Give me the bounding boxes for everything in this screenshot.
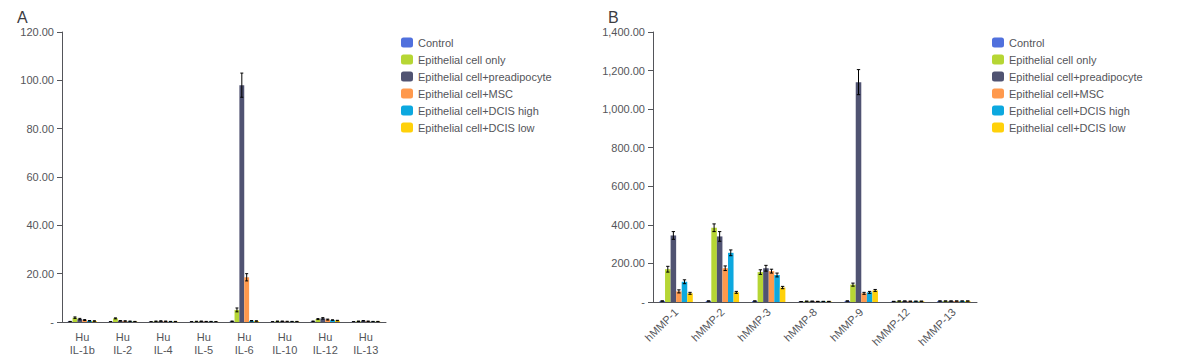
svg-text:Epithelial cell+DCIS low: Epithelial cell+DCIS low bbox=[418, 122, 535, 134]
svg-text:hMMP-1: hMMP-1 bbox=[643, 306, 681, 344]
svg-text:Hu: Hu bbox=[116, 331, 130, 343]
svg-text:IL-5: IL-5 bbox=[194, 344, 213, 356]
svg-text:IL-10: IL-10 bbox=[272, 344, 297, 356]
svg-text:B: B bbox=[608, 9, 619, 26]
svg-text:120.00: 120.00 bbox=[20, 26, 54, 38]
svg-text:IL-4: IL-4 bbox=[154, 344, 173, 356]
svg-text:hMMP-13: hMMP-13 bbox=[916, 306, 958, 348]
svg-text:Epithelial cell+preadipocyte: Epithelial cell+preadipocyte bbox=[1009, 71, 1143, 83]
svg-text:Epithelial cell+DCIS low: Epithelial cell+DCIS low bbox=[1009, 122, 1126, 134]
svg-text:hMMP-3: hMMP-3 bbox=[735, 306, 773, 344]
svg-text:Epithelial cell only: Epithelial cell only bbox=[418, 54, 506, 66]
svg-text:Control: Control bbox=[418, 37, 453, 49]
svg-text:IL-6: IL-6 bbox=[235, 344, 254, 356]
svg-text:hMMP-2: hMMP-2 bbox=[689, 306, 727, 344]
svg-text:IL-12: IL-12 bbox=[313, 344, 338, 356]
svg-text:Epithelial cell+DCIS high: Epithelial cell+DCIS high bbox=[1009, 105, 1130, 117]
svg-text:60.00: 60.00 bbox=[26, 171, 54, 183]
svg-text:hMMP-12: hMMP-12 bbox=[870, 306, 912, 348]
svg-text:Hu: Hu bbox=[197, 331, 211, 343]
svg-text:-: - bbox=[50, 316, 54, 328]
svg-text:1,400.00: 1,400.00 bbox=[602, 26, 645, 38]
svg-text:Epithelial cell+MSC: Epithelial cell+MSC bbox=[1009, 88, 1104, 100]
svg-text:100.00: 100.00 bbox=[20, 74, 54, 86]
svg-text:Control: Control bbox=[1009, 37, 1044, 49]
svg-text:IL-2: IL-2 bbox=[113, 344, 132, 356]
svg-text:Hu: Hu bbox=[75, 331, 89, 343]
svg-text:40.00: 40.00 bbox=[26, 219, 54, 231]
svg-text:Hu: Hu bbox=[237, 331, 251, 343]
svg-text:IL-1b: IL-1b bbox=[70, 344, 95, 356]
svg-text:hMMP-8: hMMP-8 bbox=[781, 306, 819, 344]
svg-text:600.00: 600.00 bbox=[611, 180, 645, 192]
svg-text:200.00: 200.00 bbox=[611, 257, 645, 269]
svg-text:Epithelial cell+preadipocyte: Epithelial cell+preadipocyte bbox=[418, 71, 552, 83]
svg-text:Epithelial cell+DCIS high: Epithelial cell+DCIS high bbox=[418, 105, 539, 117]
svg-text:Epithelial cell+MSC: Epithelial cell+MSC bbox=[418, 88, 513, 100]
svg-text:20.00: 20.00 bbox=[26, 268, 54, 280]
svg-text:Epithelial cell only: Epithelial cell only bbox=[1009, 54, 1097, 66]
svg-text:Hu: Hu bbox=[278, 331, 292, 343]
svg-text:Hu: Hu bbox=[318, 331, 332, 343]
svg-text:800.00: 800.00 bbox=[611, 142, 645, 154]
svg-text:400.00: 400.00 bbox=[611, 219, 645, 231]
svg-text:A: A bbox=[17, 9, 28, 26]
svg-text:IL-13: IL-13 bbox=[353, 344, 378, 356]
svg-text:Hu: Hu bbox=[359, 331, 373, 343]
svg-text:-: - bbox=[641, 296, 645, 308]
svg-text:Hu: Hu bbox=[156, 331, 170, 343]
svg-text:1,000.00: 1,000.00 bbox=[602, 103, 645, 115]
svg-text:1,200.00: 1,200.00 bbox=[602, 65, 645, 77]
svg-text:hMMP-9: hMMP-9 bbox=[828, 306, 866, 344]
svg-text:80.00: 80.00 bbox=[26, 123, 54, 135]
